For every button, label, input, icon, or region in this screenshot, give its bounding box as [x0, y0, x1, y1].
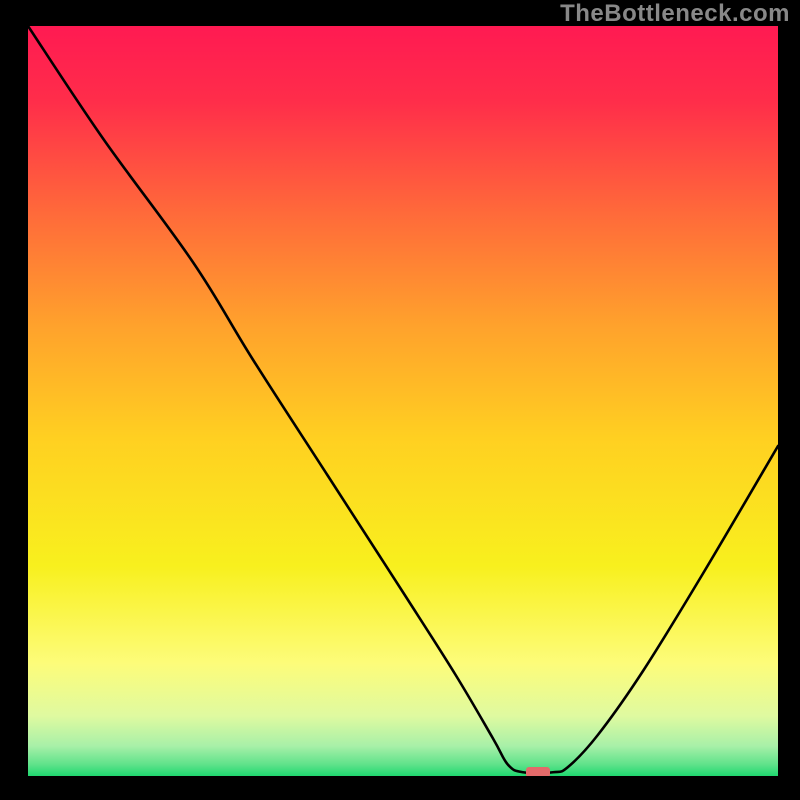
valley-marker: [526, 767, 550, 776]
chart-svg: [28, 26, 778, 776]
watermark-text: TheBottleneck.com: [560, 0, 790, 28]
gradient-background: [28, 26, 778, 776]
chart-container: { "watermark": { "text": "TheBottleneck.…: [0, 0, 800, 800]
plot-area: [28, 26, 778, 776]
